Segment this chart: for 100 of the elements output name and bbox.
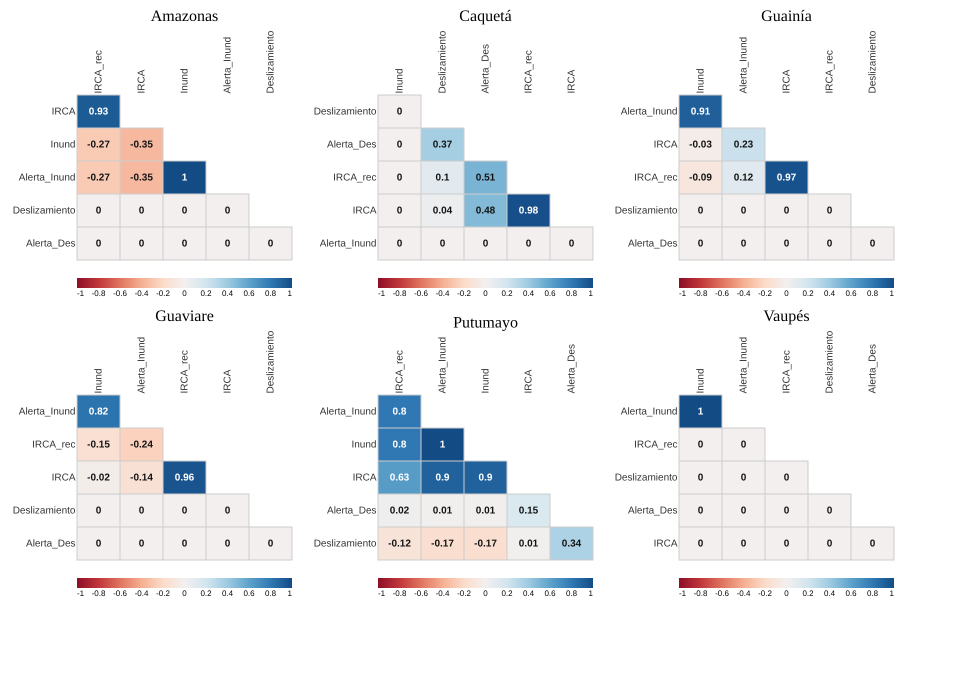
y-tick-label: Deslizamiento: [314, 106, 377, 118]
data-label: 0.15: [518, 506, 539, 516]
color-bar-label: 1: [890, 589, 895, 598]
data-label: 0: [784, 538, 790, 550]
chart-title: Amazonas: [150, 8, 218, 26]
data-label: 0: [698, 472, 704, 484]
data-label: 1: [698, 406, 704, 418]
color-bar-label: 1: [588, 589, 594, 598]
data-label: 0: [698, 538, 704, 550]
data-label: 0.01: [518, 538, 539, 550]
data-label: 0: [138, 538, 145, 550]
color-bar-label: -1: [378, 289, 386, 298]
data-label: 0.34: [562, 538, 582, 550]
data-label: 0: [784, 472, 790, 484]
color-bar-label: -1: [378, 589, 386, 598]
color-bar-label: 0.4: [222, 289, 234, 298]
color-bar-label: 0.2: [802, 289, 814, 298]
x-tick-label: IRCA_rec: [394, 350, 406, 394]
y-tick-label: Deslizamiento: [12, 206, 76, 216]
y-tick-label: Alerta_Des: [26, 238, 76, 250]
color-bar-label: 0: [784, 589, 790, 598]
data-label: 0: [698, 506, 704, 516]
color-bar-label: -0.6: [113, 289, 128, 298]
color-bar-label: 0.8: [866, 589, 879, 598]
x-tick-label: Alerta_Inund: [222, 36, 234, 94]
x-tick-label: Deslizamiento: [266, 330, 276, 394]
color-bar-label: -0.2: [457, 289, 472, 298]
color-bar-label: 0.2: [501, 589, 514, 598]
x-tick-label: Alerta_Des: [566, 344, 578, 394]
color-bar-label: -0.6: [715, 589, 730, 598]
data-label: 0: [138, 506, 145, 516]
data-label: 0: [268, 538, 274, 550]
y-tick-label: Alerta_Des: [628, 506, 678, 516]
data-label: 0.04: [432, 206, 453, 216]
data-label: -0.12: [388, 538, 412, 550]
data-label: 0: [826, 538, 833, 550]
data-label: 0.82: [88, 406, 109, 418]
data-label: 0.9: [478, 472, 493, 484]
color-bar-label: 0.2: [200, 589, 212, 598]
data-label: 0: [96, 506, 102, 516]
data-label: -0.15: [87, 440, 110, 450]
color-bar-label: -0.6: [414, 289, 428, 298]
color-bar-label: 0.6: [544, 589, 556, 598]
data-label: 0: [698, 440, 704, 450]
y-tick-label: IRCA: [52, 472, 76, 484]
data-label: 0.93: [88, 106, 109, 118]
color-bar-label: -0.8: [694, 289, 708, 298]
y-tick-label: Alerta_Inund: [18, 406, 76, 418]
data-label: 0: [784, 238, 790, 250]
data-label: -0.14: [130, 472, 154, 484]
data-label: 0.97: [776, 172, 797, 184]
y-tick-label: Alerta_Des: [327, 506, 376, 516]
y-tick-label: Alerta_Inund: [320, 406, 376, 418]
y-tick-label: Inund: [351, 440, 376, 450]
data-label: -0.03: [689, 140, 712, 150]
color-bar-label: -0.6: [414, 589, 428, 598]
data-label: 0: [740, 538, 747, 550]
color-bar-label: 0: [182, 289, 188, 298]
data-label: -0.24: [130, 440, 154, 450]
color-bar-label: 0.4: [522, 589, 535, 598]
color-bar-label: -0.4: [736, 589, 751, 598]
y-tick-label: IRCA: [654, 538, 678, 550]
y-tick-label: Deslizamiento: [614, 206, 678, 216]
y-tick-label: Alerta_Inund: [320, 238, 376, 250]
data-label: 0: [440, 238, 446, 250]
data-label: 0: [740, 506, 747, 516]
x-tick-label: Deslizamiento: [824, 330, 836, 394]
y-tick-label: IRCA: [52, 106, 76, 118]
data-label: 0: [698, 206, 704, 216]
color-bar-label: 0: [784, 289, 790, 298]
x-tick-label: Deslizamiento: [266, 30, 276, 94]
data-label: 0.02: [390, 506, 410, 516]
data-label: -0.27: [87, 140, 110, 150]
x-tick-label: Deslizamiento: [868, 30, 878, 94]
data-label: 0.37: [432, 140, 453, 150]
color-bar-label: 1: [588, 289, 594, 298]
color-bar-label: -0.4: [736, 289, 751, 298]
y-tick-label: IRCA_rec: [634, 172, 678, 184]
x-tick-label: IRCA_rec: [524, 50, 534, 94]
data-label: 0: [870, 238, 876, 250]
data-label: 0.98: [518, 206, 539, 216]
data-label: 0: [870, 538, 876, 550]
x-tick-label: Inund: [696, 68, 706, 94]
data-label: 0.8: [392, 440, 407, 450]
y-tick-label: Alerta_Inund: [620, 106, 678, 118]
color-bar-label: -0.4: [134, 289, 149, 298]
data-label: 0: [224, 206, 231, 216]
data-label: 0: [740, 440, 747, 450]
x-tick-label: Inund: [480, 368, 492, 394]
color-bar-label: -0.6: [715, 289, 730, 298]
x-tick-label: IRCA: [222, 369, 234, 394]
color-bar-label: -0.8: [392, 589, 407, 598]
data-label: 0: [396, 140, 403, 150]
y-tick-label: Alerta_Des: [327, 140, 376, 150]
color-bar-label: 0.6: [243, 589, 256, 598]
x-tick-label: IRCA_rec: [180, 350, 190, 394]
data-label: 0.8: [392, 406, 407, 418]
color-bar-label: -0.2: [457, 589, 472, 598]
data-label: 0: [740, 238, 747, 250]
color-bar-label: 0.4: [824, 289, 836, 298]
